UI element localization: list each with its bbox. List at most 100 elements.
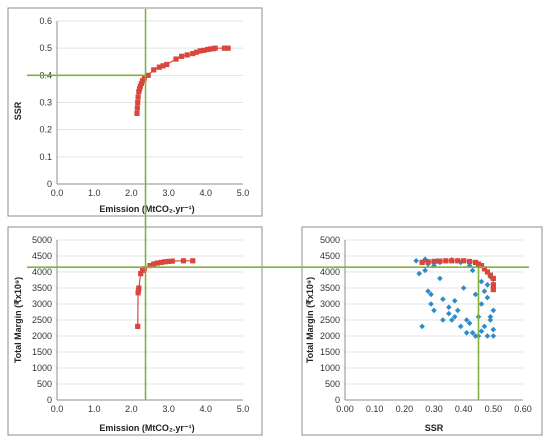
- x-tick-label: 1.0: [88, 188, 101, 198]
- y-tick-label: 3500: [320, 283, 340, 293]
- data-point: [138, 80, 145, 87]
- data-point: [425, 288, 431, 294]
- y-tick-label: 1000: [320, 363, 340, 373]
- data-point: [162, 259, 168, 265]
- data-point: [173, 56, 179, 62]
- data-point: [440, 296, 446, 302]
- data-point: [419, 259, 425, 265]
- y-tick-label: 5000: [32, 235, 52, 245]
- data-point: [190, 258, 196, 264]
- data-point: [451, 298, 458, 304]
- data-point: [472, 259, 479, 265]
- y-tick-label: 0.6: [39, 16, 52, 26]
- y-tick-label: 0.2: [39, 125, 52, 135]
- y-tick-label: 0.1: [39, 152, 52, 162]
- y-tick-label: 0: [47, 395, 52, 405]
- data-point: [138, 271, 144, 277]
- y-tick-label: 0.3: [39, 98, 52, 108]
- y-tick-label: 4000: [32, 267, 52, 277]
- data-point: [463, 330, 470, 336]
- data-point: [169, 258, 175, 264]
- data-point: [160, 63, 166, 69]
- data-point: [431, 307, 437, 314]
- data-point: [431, 258, 437, 265]
- data-point: [455, 258, 461, 264]
- data-point: [457, 323, 464, 330]
- y-tick-label: 2000: [320, 331, 340, 341]
- data-point: [156, 64, 162, 70]
- data-point: [490, 326, 497, 333]
- x-tick-label: 2.0: [125, 188, 138, 198]
- x-tick-label: 0.40: [455, 404, 473, 414]
- guide-lines: [27, 9, 529, 400]
- x-tick-label: 0.50: [485, 404, 503, 414]
- x-tick-label: 3.0: [162, 188, 175, 198]
- data-point: [147, 263, 153, 269]
- y-tick-label: 3000: [32, 299, 52, 309]
- data-point: [440, 317, 446, 323]
- y-tick-label: 0: [335, 395, 340, 405]
- data-point: [460, 285, 467, 291]
- x-axis-label: Emission (MtCO₂.yr⁻¹): [99, 423, 194, 433]
- data-point: [481, 323, 488, 330]
- data-point: [180, 258, 187, 264]
- y-tick-label: 2500: [320, 315, 340, 325]
- y-tick-label: 1500: [32, 347, 52, 357]
- y-axis-label: Total Margin (₹x10⁹): [305, 277, 315, 363]
- data-point: [141, 266, 148, 272]
- y-tick-label: 0.5: [39, 43, 52, 53]
- data-point: [443, 258, 449, 264]
- data-point: [416, 270, 422, 277]
- data-point: [136, 86, 143, 92]
- data-point: [201, 47, 207, 53]
- data-point: [478, 328, 485, 334]
- data-point: [472, 291, 479, 298]
- data-point: [207, 46, 213, 52]
- data-point: [484, 269, 490, 275]
- data-point: [478, 278, 485, 285]
- data-point: [135, 99, 141, 106]
- data-point: [437, 275, 443, 282]
- y-tick-label: 4500: [32, 251, 52, 261]
- data-point: [151, 67, 157, 73]
- data-point: [225, 45, 231, 51]
- data-point: [164, 61, 170, 68]
- data-point: [472, 333, 479, 339]
- y-tick-label: 4000: [320, 267, 340, 277]
- y-tick-label: 500: [37, 379, 52, 389]
- data-point: [135, 94, 141, 100]
- x-tick-label: 0.0: [51, 188, 64, 198]
- x-tick-label: 0.20: [396, 404, 414, 414]
- data-point: [212, 45, 218, 51]
- data-point: [221, 45, 227, 51]
- y-tick-label: 0: [47, 179, 52, 189]
- panel-bottom-right: 0 500 1000 1500 2000 2500 3000 3500 4000 4500 5000…: [301, 226, 543, 436]
- data-point: [490, 307, 497, 314]
- y-axis-label: SSR: [13, 101, 23, 120]
- data-point: [158, 259, 164, 265]
- data-point: [428, 291, 434, 298]
- data-point: [484, 282, 491, 288]
- x-tick-label: 0.00: [336, 404, 354, 414]
- data-point: [154, 260, 161, 266]
- x-tick-label: 1.0: [88, 404, 101, 414]
- data-point: [478, 263, 485, 269]
- data-point: [490, 282, 496, 288]
- data-point: [475, 261, 482, 267]
- data-point: [437, 258, 443, 264]
- data-point: [451, 314, 458, 320]
- data-point: [139, 78, 146, 84]
- data-point: [413, 258, 419, 264]
- data-point: [193, 49, 200, 55]
- data-point: [419, 323, 425, 330]
- x-axis-label: Emission (MtCO₂.yr⁻¹): [99, 204, 194, 214]
- x-tick-label: 5.0: [237, 188, 250, 198]
- x-tick-label: 0.30: [425, 404, 443, 414]
- data-point: [137, 83, 143, 89]
- data-point: [135, 323, 141, 329]
- data-point: [487, 272, 493, 278]
- data-point: [469, 330, 476, 336]
- data-point: [190, 51, 196, 57]
- data-point: [136, 285, 142, 291]
